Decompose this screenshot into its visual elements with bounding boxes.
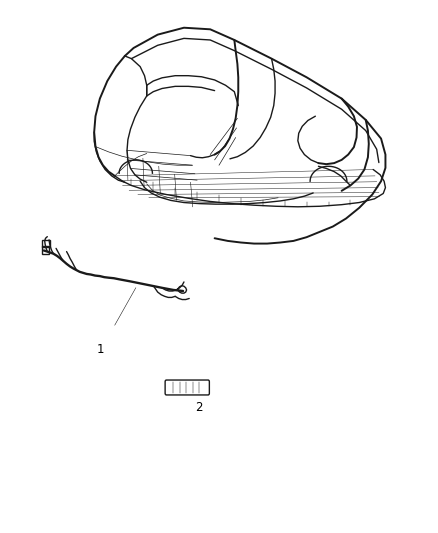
Text: 1: 1 — [97, 343, 105, 356]
Text: 2: 2 — [195, 401, 203, 414]
